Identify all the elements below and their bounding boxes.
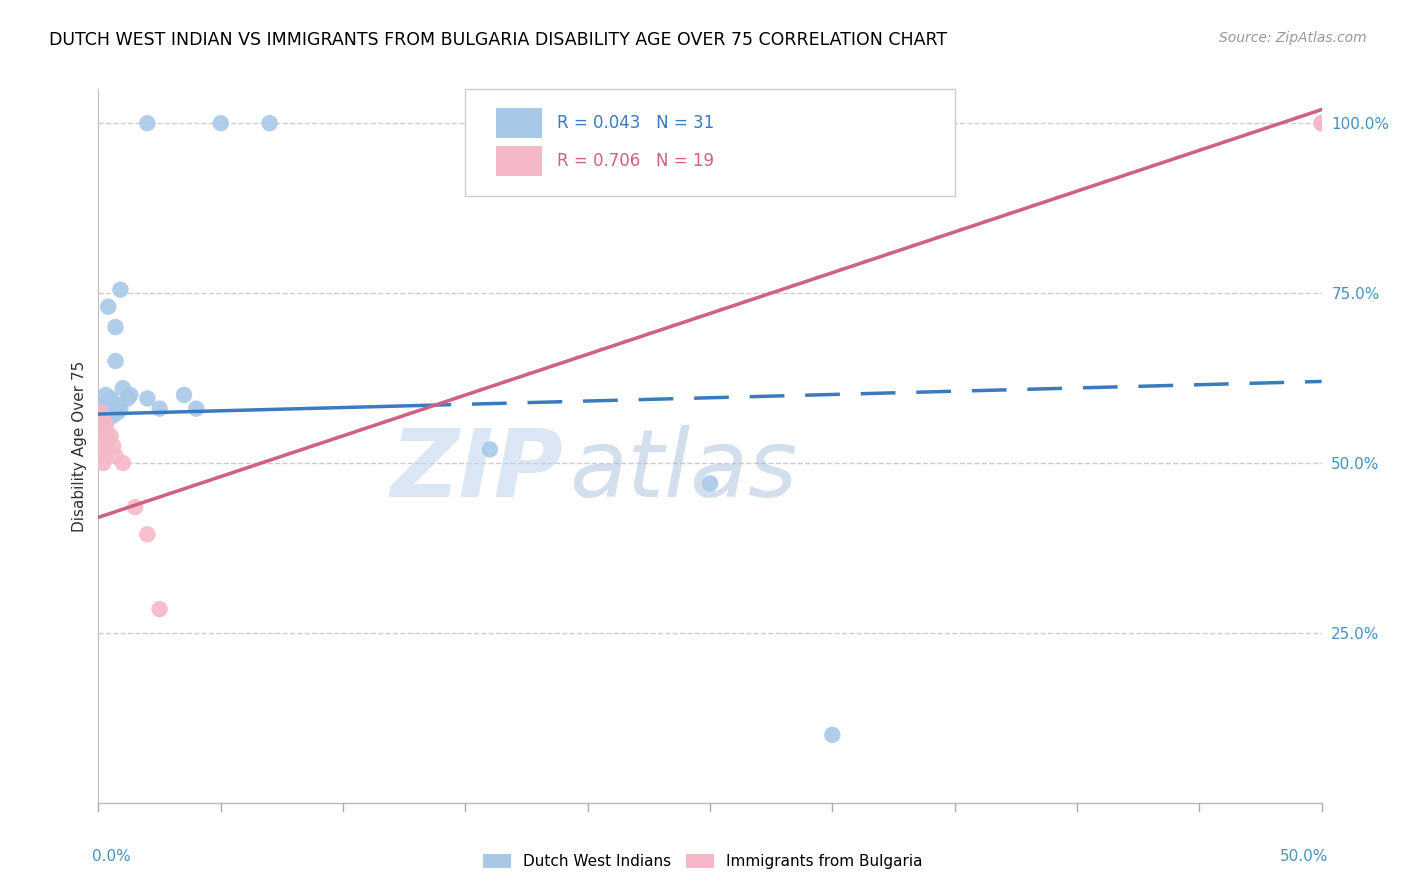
Text: atlas: atlas (569, 425, 797, 516)
Point (124, 500, 146, 515)
Point (100, 409, 122, 423)
Point (259, 116, 281, 130)
Point (100, 392, 122, 406)
Point (110, 283, 132, 297)
Point (101, 439, 124, 453)
Point (97, 405, 120, 419)
Point (91, 412, 114, 426)
Point (111, 381, 134, 395)
Text: 50.0%: 50.0% (1279, 849, 1327, 864)
Point (136, 392, 159, 406)
Point (91, 442, 114, 457)
Point (699, 476, 721, 491)
Point (117, 392, 139, 406)
Point (97, 398, 120, 412)
Point (97, 412, 120, 426)
Point (186, 401, 208, 416)
Point (90, 409, 112, 423)
Point (91, 456, 114, 470)
Point (91, 449, 114, 463)
Text: Source: ZipAtlas.com: Source: ZipAtlas.com (1219, 31, 1367, 45)
Point (136, 116, 159, 130)
Point (1310, 116, 1333, 130)
Text: DUTCH WEST INDIAN VS IMMIGRANTS FROM BULGARIA DISABILITY AGE OVER 75 CORRELATION: DUTCH WEST INDIAN VS IMMIGRANTS FROM BUL… (49, 31, 948, 49)
Point (149, 602, 172, 616)
Point (90, 405, 112, 419)
Text: R = 0.043   N = 31: R = 0.043 N = 31 (557, 114, 714, 132)
FancyBboxPatch shape (496, 108, 543, 137)
Point (107, 398, 129, 412)
Point (107, 405, 129, 419)
Point (1310, 116, 1333, 130)
Text: 0.0%: 0.0% (93, 849, 131, 864)
Point (104, 449, 127, 463)
Point (97, 300, 120, 314)
FancyBboxPatch shape (465, 89, 955, 196)
Legend: Dutch West Indians, Immigrants from Bulgaria: Dutch West Indians, Immigrants from Bulg… (477, 848, 929, 875)
Point (94, 405, 117, 419)
Point (94, 418, 117, 433)
Point (100, 405, 122, 419)
Text: R = 0.706   N = 19: R = 0.706 N = 19 (557, 153, 714, 170)
Point (104, 354, 127, 368)
Point (136, 527, 159, 541)
Point (821, 728, 844, 742)
Point (97, 432, 120, 446)
Point (149, 401, 172, 416)
Point (94, 388, 117, 402)
Point (101, 401, 124, 416)
Point (91, 409, 114, 423)
Point (100, 429, 122, 443)
Y-axis label: Disability Age Over 75: Disability Age Over 75 (72, 360, 87, 532)
Point (90, 415, 112, 429)
Text: ZIP: ZIP (391, 425, 564, 517)
Point (91, 432, 114, 446)
FancyBboxPatch shape (496, 146, 543, 177)
Point (120, 388, 142, 402)
Point (101, 409, 124, 423)
Point (111, 456, 134, 470)
Point (104, 320, 127, 334)
Point (90, 425, 112, 440)
Point (173, 388, 195, 402)
Point (478, 442, 501, 457)
Point (209, 116, 232, 130)
Point (94, 398, 117, 412)
Point (110, 401, 132, 416)
Point (91, 415, 114, 429)
Point (91, 422, 114, 436)
